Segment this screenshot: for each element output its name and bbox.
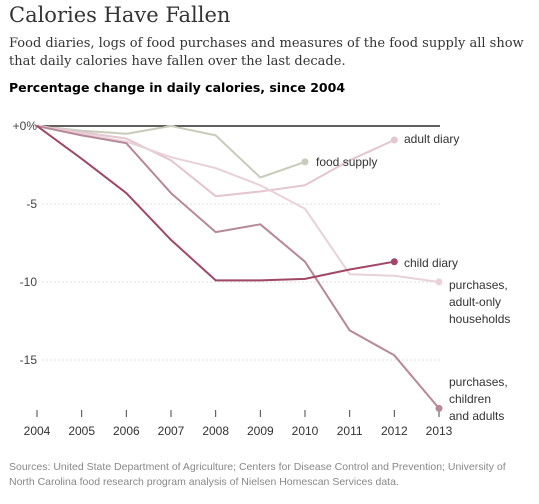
series-label-1: adult diary: [404, 132, 459, 146]
y-tick-label: -15: [20, 353, 38, 367]
x-tick-label: 2008: [202, 424, 229, 438]
series-label-3: purchases,: [449, 375, 508, 389]
series-lines: [36, 125, 443, 412]
series-endpoint-0: [301, 158, 309, 166]
y-tick-label: -10: [20, 275, 38, 289]
x-axis: 2004 2005 2006 2007 2008 2009 2010 2011 2012 2013: [24, 410, 453, 438]
x-tick-label: 2011: [337, 424, 363, 438]
y-axis-label: Percentage change in daily calories, sin…: [9, 80, 346, 95]
series-endpoint-1: [390, 136, 398, 144]
series-label-4: child diary: [404, 256, 458, 270]
series-line-2: [36, 125, 440, 283]
series-label-2: purchases,: [449, 278, 508, 292]
series-endpoint-2: [435, 278, 443, 286]
y-tick-label: -5: [26, 197, 37, 211]
series-label-2: households: [449, 312, 510, 326]
page-title: Calories Have Fallen: [9, 3, 231, 27]
x-tick-label: 2006: [113, 424, 140, 438]
y-tick-label: +0%: [13, 119, 38, 133]
series-line-0: [36, 125, 306, 179]
source-note: Sources: United State Department of Agri…: [9, 461, 506, 488]
y-grid: +0% -5 -10 -15: [13, 119, 440, 367]
series-endpoint-4: [390, 258, 398, 266]
series-label-3: children: [449, 392, 491, 406]
x-tick-label: 2009: [247, 424, 274, 438]
x-tick-label: 2004: [24, 424, 51, 438]
x-tick-label: 2012: [381, 424, 408, 438]
series-endpoint-3: [435, 404, 443, 412]
series-labels: food supply adult diary purchases, adult-on…: [316, 132, 510, 423]
series-line-1: [36, 125, 396, 198]
line-chart: +0% -5 -10 -15 2004 2005 2006 2007 2008 2009 2010…: [13, 119, 511, 438]
series-label-3: and adults: [449, 409, 504, 423]
x-tick-label: 2013: [426, 424, 453, 438]
series-line-4: [36, 125, 396, 282]
x-tick-label: 2005: [68, 424, 95, 438]
chart-subtitle: Food diaries, logs of food purchases and…: [9, 36, 524, 69]
series-label-2: adult-only: [449, 295, 501, 309]
x-tick-label: 2010: [292, 424, 319, 438]
series-line-3: [36, 125, 440, 410]
series-label-0: food supply: [316, 155, 377, 169]
x-tick-label: 2007: [158, 424, 185, 438]
